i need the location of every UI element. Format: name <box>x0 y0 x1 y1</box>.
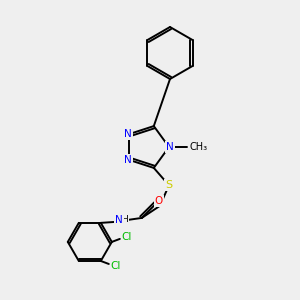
Text: N: N <box>124 129 132 139</box>
Text: H: H <box>122 215 128 224</box>
Text: N: N <box>115 215 123 225</box>
Text: N: N <box>166 142 174 152</box>
Text: N: N <box>124 155 132 165</box>
Text: S: S <box>165 180 172 190</box>
Text: CH₃: CH₃ <box>190 142 208 152</box>
Text: O: O <box>155 196 163 206</box>
Text: Cl: Cl <box>111 261 121 271</box>
Text: Cl: Cl <box>122 232 132 242</box>
